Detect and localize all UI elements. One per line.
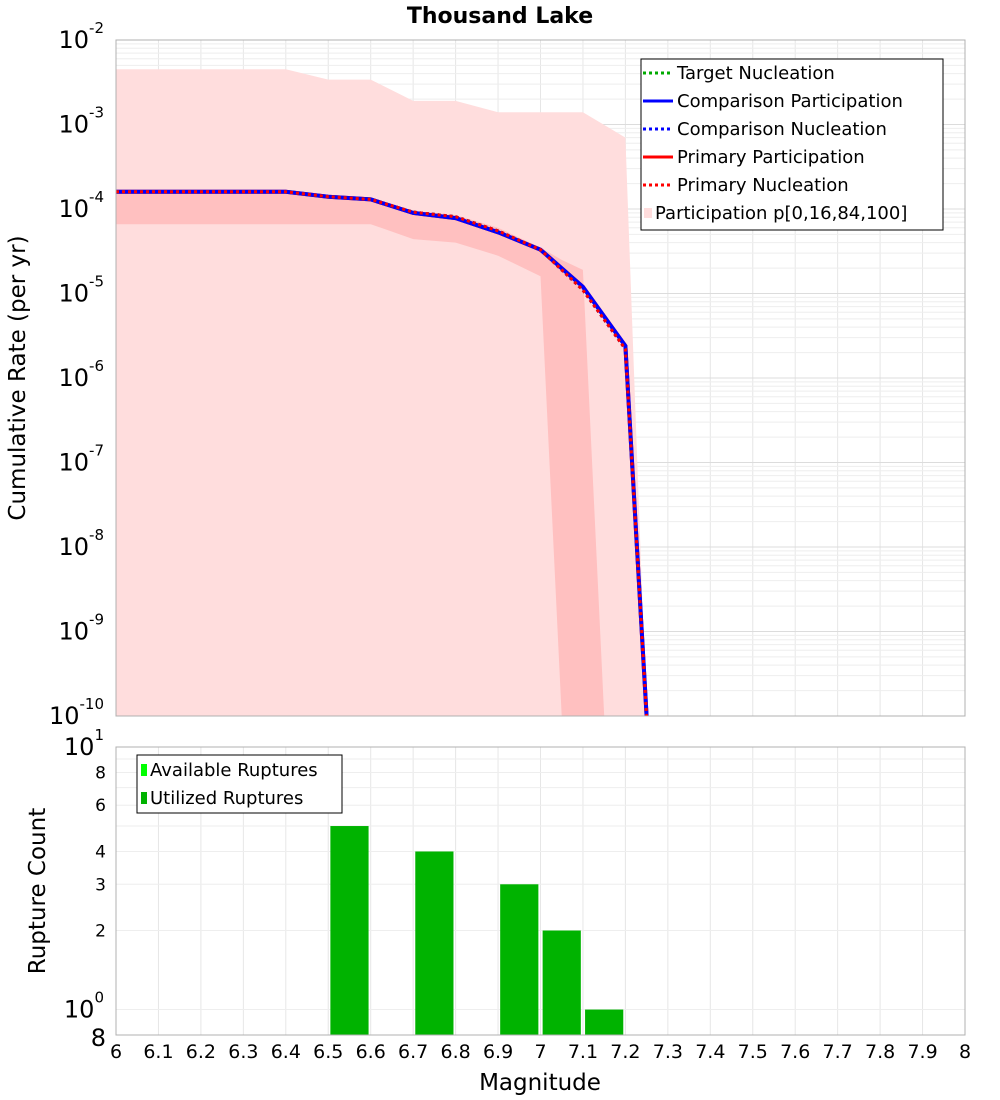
x-tick-label: 8 — [959, 1041, 971, 1063]
x-axis-label: Magnitude — [479, 1070, 601, 1096]
participation-band-outer — [116, 69, 647, 717]
legend-entry-label: Utilized Ruptures — [150, 788, 303, 809]
count-y-axis-label: Rupture Count — [25, 808, 51, 974]
x-tick-label: 6.8 — [440, 1041, 470, 1063]
utilized-ruptures-bar — [415, 851, 454, 1035]
rate-legend-box — [640, 58, 944, 231]
x-tick-label: 6.3 — [228, 1041, 258, 1063]
x-tick-label: 6.6 — [356, 1041, 386, 1063]
x-tick-label: 7.4 — [695, 1041, 725, 1063]
count-legend: Available Ruptures Utilized Ruptures — [136, 754, 343, 814]
rate-legend: Target Nucleation Comparison Participatio… — [640, 58, 944, 231]
rate-y-tick-label: 10-8 — [58, 526, 104, 561]
x-tick-label: 7.5 — [738, 1041, 768, 1063]
count-y-minor-tick-label: 3 — [95, 875, 106, 895]
count-y-minor-tick-label: 8 — [95, 763, 106, 783]
rate-y-tick-label: 10-3 — [58, 104, 104, 139]
rate-y-tick-label: 10-10 — [49, 695, 104, 730]
rate-y-tick-label: 10-7 — [58, 442, 104, 477]
rate-y-tick-label: 10-2 — [58, 19, 104, 54]
utilized-ruptures-bar — [585, 1009, 624, 1035]
rate-y-tick-label: 10-5 — [58, 273, 104, 308]
x-tick-label: 7.9 — [907, 1041, 937, 1063]
rate-y-tick-label: 10-4 — [58, 188, 104, 223]
x-tick-label: 7.6 — [780, 1041, 810, 1063]
utilized-ruptures-bar — [500, 884, 539, 1035]
x-tick-label: 7.3 — [653, 1041, 683, 1063]
legend-swatch-bar — [141, 764, 147, 776]
legend-swatch-band — [644, 208, 652, 218]
rate-plot: 10-10 10-9 10-8 10-7 10-6 10-5 10-4 10-3 10-2 Tar… — [49, 19, 966, 730]
count-y-tick-label: 100 — [64, 989, 104, 1024]
count-legend-box — [136, 754, 343, 814]
legend-entry-label: Comparison Participation — [677, 91, 903, 112]
x-tick-label: 7.1 — [568, 1041, 598, 1063]
x-tick-label: 6.9 — [483, 1041, 513, 1063]
x-tick-label: 7.2 — [610, 1041, 640, 1063]
legend-entry-label: Available Ruptures — [150, 760, 318, 781]
count-plot-frame — [115, 746, 966, 1036]
rate-y-tick-label: 10-6 — [58, 357, 104, 392]
legend-entry-label: Participation p[0,16,84,100] — [655, 203, 907, 224]
x-tick-label: 6.2 — [186, 1041, 216, 1063]
x-tick-label: 6.5 — [313, 1041, 343, 1063]
x-tick-label: 7.8 — [865, 1041, 895, 1063]
legend-swatch-bar — [141, 792, 147, 804]
count-y-minor-tick-label: 2 — [95, 922, 106, 942]
legend-entry-label: Primary Nucleation — [677, 175, 849, 196]
x-tick-label: 7 — [534, 1041, 546, 1063]
count-y-minor-tick-label: 6 — [95, 796, 106, 816]
utilized-ruptures-bar — [542, 930, 581, 1035]
x-tick-label: 6.4 — [271, 1041, 301, 1063]
legend-entry-label: Target Nucleation — [676, 63, 835, 84]
legend-entry-label: Comparison Nucleation — [677, 119, 887, 140]
rate-y-tick-label: 10-9 — [58, 611, 104, 646]
legend-entry-label: Primary Participation — [677, 147, 865, 168]
count-y-minor-tick-label: 4 — [95, 842, 106, 862]
utilized-ruptures-bar — [330, 826, 369, 1035]
count-y-minor-tick-label: 8 — [91, 1024, 106, 1052]
rate-plot-frame — [115, 39, 966, 717]
series-line-primary-nucleation — [116, 190, 649, 717]
count-y-tick-label: 101 — [64, 726, 104, 761]
x-tick-label: 6.1 — [143, 1041, 173, 1063]
x-tick-label: 7.7 — [823, 1041, 853, 1063]
chart-title: Thousand Lake — [407, 4, 593, 29]
x-tick-label: 6 — [110, 1041, 122, 1063]
x-tick-label: 6.7 — [398, 1041, 428, 1063]
rate-y-axis-label: Cumulative Rate (per yr) — [5, 235, 31, 520]
